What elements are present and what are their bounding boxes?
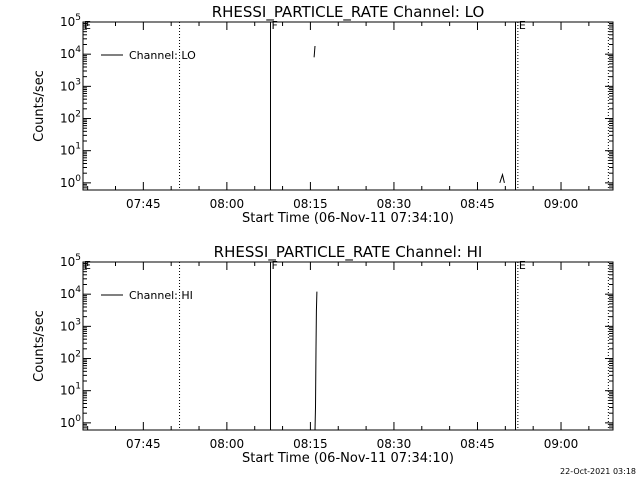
x-axis-label: Start Time (06-Nov-11 07:34:10) <box>242 451 454 466</box>
event-marker-label: F <box>271 259 277 272</box>
y-tick-label: 103 <box>60 317 81 333</box>
y-tick-label: 104 <box>60 285 81 301</box>
chart-panel-1: RHESSI_PARTICLE_RATE Channel: LO Start Ti… <box>32 3 614 226</box>
series-line <box>499 172 505 184</box>
y-tick-label: 102 <box>60 110 81 126</box>
series-line <box>314 291 318 431</box>
x-tick-label: 09:00 <box>544 437 579 451</box>
event-marker-label: E <box>519 259 526 272</box>
y-tick-label: 104 <box>60 45 81 61</box>
y-tick-label: 100 <box>60 414 81 430</box>
plot-frame <box>82 261 614 431</box>
x-tick-label: 08:30 <box>377 197 412 211</box>
chart-title: RHESSI_PARTICLE_RATE Channel: HI <box>214 243 483 262</box>
chart-panels: RHESSI_PARTICLE_RATE Channel: LO Start Ti… <box>32 3 614 466</box>
y-tick-label: 105 <box>60 253 81 269</box>
x-tick-label: 08:45 <box>460 197 495 211</box>
x-tick-label: 08:00 <box>210 437 245 451</box>
y-axis-label: Counts/sec <box>32 310 47 382</box>
event-marker-label: E <box>519 19 526 32</box>
y-axis-label: Counts/sec <box>32 70 47 142</box>
x-tick-label: 08:15 <box>293 437 328 451</box>
edge-marker-label: E <box>84 259 91 272</box>
chart-panel-2: RHESSI_PARTICLE_RATE Channel: HI Start Ti… <box>32 243 614 466</box>
x-tick-label: 07:45 <box>126 197 161 211</box>
y-tick-label: 103 <box>60 77 81 93</box>
edge-marker-label: E <box>84 19 91 32</box>
chart-title: RHESSI_PARTICLE_RATE Channel: LO <box>212 3 485 22</box>
y-tick-label: 101 <box>60 382 81 398</box>
y-tick-label: 100 <box>60 174 81 190</box>
x-tick-label: 08:30 <box>377 437 412 451</box>
x-tick-label: 07:45 <box>126 437 161 451</box>
series-line <box>313 45 316 58</box>
x-axis-label: Start Time (06-Nov-11 07:34:10) <box>242 211 454 226</box>
plot-timestamp: 22-Oct-2021 03:18 <box>560 467 636 476</box>
event-marker-label: F <box>271 19 277 32</box>
legend-label: Channel: LO <box>129 49 196 62</box>
x-tick-label: 08:00 <box>210 197 245 211</box>
y-tick-label: 102 <box>60 350 81 366</box>
x-tick-label: 08:45 <box>460 437 495 451</box>
y-tick-label: 101 <box>60 142 81 158</box>
x-tick-label: 08:15 <box>293 197 328 211</box>
plot-frame <box>82 21 614 191</box>
legend-label: Channel: HI <box>129 289 193 302</box>
x-tick-label: 09:00 <box>544 197 579 211</box>
y-tick-label: 105 <box>60 13 81 29</box>
